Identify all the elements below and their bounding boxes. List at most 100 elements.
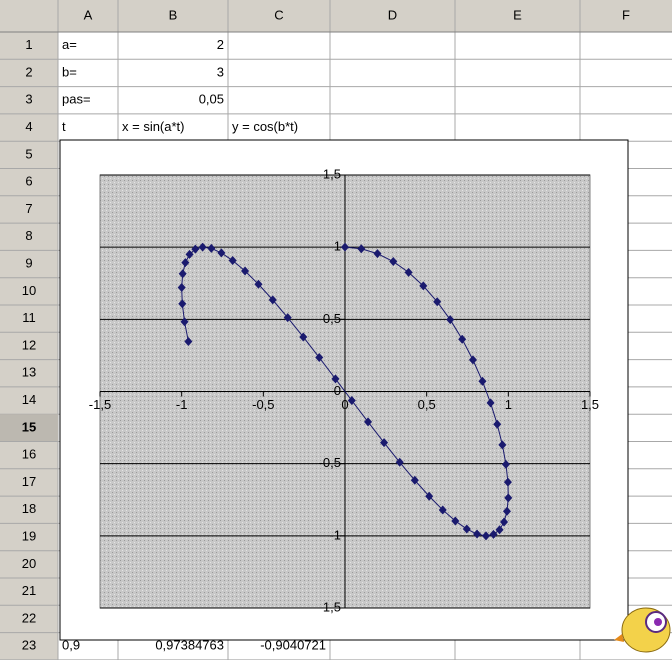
row-header: 14 xyxy=(22,392,36,407)
data-point xyxy=(425,491,434,501)
header-bar xyxy=(0,0,672,32)
data-point xyxy=(410,475,419,485)
data-point xyxy=(404,267,413,277)
cell-text: 3 xyxy=(217,64,224,79)
data-point xyxy=(419,281,428,291)
data-point xyxy=(503,477,512,487)
chart[interactable]: -1,5-1-0,500,511,5-1,5-1-0,500,511,5 xyxy=(59,139,629,641)
row-header: 3 xyxy=(25,92,32,107)
column-header: D xyxy=(388,7,397,22)
y-tick-label: -1 xyxy=(329,527,341,542)
data-point xyxy=(331,374,340,384)
row-header: 8 xyxy=(25,228,32,243)
data-point xyxy=(451,516,460,526)
column-header: B xyxy=(169,7,178,22)
data-point xyxy=(389,257,398,267)
data-point xyxy=(184,336,193,346)
column-header: E xyxy=(513,7,522,22)
row-header: 18 xyxy=(22,501,36,516)
data-point xyxy=(364,417,373,427)
data-point xyxy=(433,297,442,307)
data-point xyxy=(500,517,509,527)
row-header: 13 xyxy=(22,365,36,380)
data-point xyxy=(495,525,504,535)
data-point xyxy=(241,266,250,276)
selected-row-header xyxy=(0,414,58,442)
row-header: 6 xyxy=(25,174,32,189)
data-point xyxy=(395,457,404,467)
y-tick-label: 0,5 xyxy=(323,311,341,326)
row-header: 7 xyxy=(25,201,32,216)
data-point xyxy=(438,505,447,515)
cell-text: -0,9040721 xyxy=(260,638,326,653)
data-point xyxy=(498,440,507,450)
cell-text: 0,97384763 xyxy=(155,638,224,653)
row-header: 11 xyxy=(22,310,36,325)
data-point xyxy=(177,283,186,293)
data-point xyxy=(178,269,187,279)
cell-text: 0,05 xyxy=(199,92,224,107)
row-header: 12 xyxy=(22,337,36,352)
data-point xyxy=(493,419,502,429)
data-point xyxy=(254,279,263,289)
data-point xyxy=(357,244,366,254)
y-tick-label: 0 xyxy=(334,383,341,398)
row-header: 4 xyxy=(25,119,32,134)
cell-text: b= xyxy=(62,64,77,79)
data-point xyxy=(180,317,189,327)
row-header: 15 xyxy=(22,419,36,434)
cell-text: pas= xyxy=(62,92,91,107)
x-tick-label: -1,5 xyxy=(89,397,111,412)
office-assistant[interactable] xyxy=(614,607,671,653)
data-point xyxy=(283,313,292,323)
cell-text: x = sin(a*t) xyxy=(122,119,185,134)
data-point xyxy=(468,355,477,365)
cell-text: y = cos(b*t) xyxy=(232,119,298,134)
column-header: F xyxy=(622,7,630,22)
y-tick-label: -0,5 xyxy=(319,455,341,470)
row-header: 20 xyxy=(22,556,36,571)
data-point xyxy=(380,438,389,448)
x-tick-label: 0,5 xyxy=(418,397,436,412)
data-point xyxy=(462,524,471,534)
x-tick-label: -1 xyxy=(176,397,188,412)
data-point xyxy=(185,249,194,259)
data-point xyxy=(207,243,216,253)
data-point xyxy=(481,531,490,541)
cell-text: 0,9 xyxy=(62,638,80,653)
row-header: 9 xyxy=(25,255,32,270)
data-point xyxy=(315,353,324,363)
data-point xyxy=(489,529,498,539)
y-tick-label: 1,5 xyxy=(323,166,341,181)
data-point xyxy=(473,529,482,539)
data-point xyxy=(178,299,187,309)
x-tick-label: 1 xyxy=(505,397,512,412)
row-header: 19 xyxy=(22,528,36,543)
x-tick-label: -0,5 xyxy=(252,397,274,412)
data-point xyxy=(486,398,495,408)
row-header: 21 xyxy=(22,583,36,598)
column-header: A xyxy=(84,7,93,22)
data-point xyxy=(446,315,455,325)
x-tick-label: 1,5 xyxy=(581,397,599,412)
row-header: 10 xyxy=(22,283,36,298)
data-point xyxy=(268,295,277,305)
row-header: 17 xyxy=(22,474,36,489)
row-header: 1 xyxy=(25,37,32,52)
data-point xyxy=(198,242,207,252)
row-header: 23 xyxy=(22,638,36,653)
data-point xyxy=(502,506,511,516)
row-header: 22 xyxy=(22,610,36,625)
cell-text: 2 xyxy=(217,37,224,52)
cell-text: a= xyxy=(62,37,77,52)
data-point xyxy=(373,249,382,259)
row-header-bar xyxy=(0,0,58,660)
y-tick-label: -1,5 xyxy=(319,599,341,614)
row-header: 5 xyxy=(25,146,32,161)
data-point xyxy=(191,244,200,254)
data-point xyxy=(217,248,226,258)
data-point xyxy=(347,396,356,406)
data-point xyxy=(458,334,467,344)
data-point xyxy=(504,493,513,503)
